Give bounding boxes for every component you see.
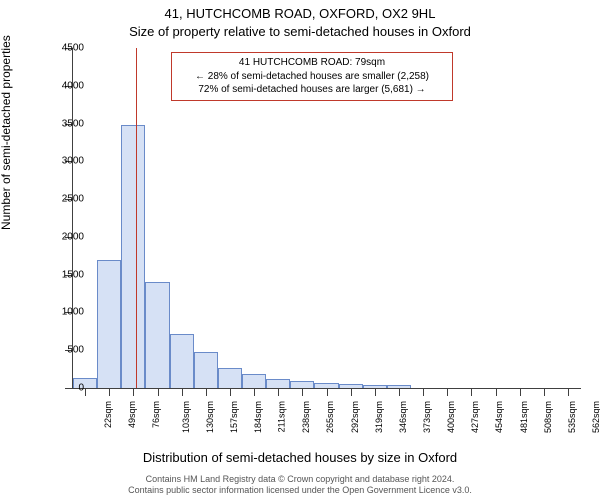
histogram-bar	[194, 352, 218, 388]
x-tick-label: 130sqm	[205, 401, 215, 433]
y-tick-label: 2000	[62, 231, 84, 242]
x-tick-label: 157sqm	[229, 401, 239, 433]
x-tick-label: 265sqm	[325, 401, 335, 433]
x-tick-label: 238sqm	[301, 401, 311, 433]
x-tick	[351, 388, 352, 396]
y-tick-label: 3500	[62, 118, 84, 129]
x-tick-label: 103sqm	[181, 401, 191, 433]
x-tick-label: 292sqm	[350, 401, 360, 433]
histogram-bar	[97, 260, 121, 388]
x-tick-label: 22sqm	[103, 401, 113, 428]
y-tick	[65, 388, 73, 389]
x-tick	[302, 388, 303, 396]
x-tick-label: 400sqm	[446, 401, 456, 433]
x-tick	[447, 388, 448, 396]
histogram-bar	[363, 385, 387, 388]
x-tick	[133, 388, 134, 396]
histogram-bar	[387, 385, 411, 388]
y-tick-label: 4000	[62, 80, 84, 91]
x-tick-label: 481sqm	[519, 401, 529, 433]
chart-title-line2: Size of property relative to semi-detach…	[0, 24, 600, 39]
x-tick-label: 508sqm	[543, 401, 553, 433]
histogram-bar	[73, 378, 97, 388]
y-tick-label: 4500	[62, 43, 84, 54]
x-tick	[399, 388, 400, 396]
histogram-bar	[170, 334, 194, 388]
annotation-line: 72% of semi-detached houses are larger (…	[178, 83, 446, 97]
histogram-bar	[339, 384, 363, 388]
y-axis-label: Number of semi-detached properties	[0, 35, 13, 230]
y-tick-label: 500	[67, 345, 84, 356]
x-tick	[423, 388, 424, 396]
histogram-bar	[145, 282, 169, 388]
x-tick-label: 184sqm	[253, 401, 263, 433]
x-tick-label: 454sqm	[494, 401, 504, 433]
marker-line	[136, 48, 137, 388]
y-tick-label: 3000	[62, 156, 84, 167]
x-tick	[182, 388, 183, 396]
x-tick	[230, 388, 231, 396]
credit-text: Contains HM Land Registry data © Crown c…	[0, 474, 600, 497]
x-axis-label: Distribution of semi-detached houses by …	[0, 450, 600, 465]
x-tick	[206, 388, 207, 396]
x-tick-label: 373sqm	[422, 401, 432, 433]
x-tick	[158, 388, 159, 396]
x-tick	[520, 388, 521, 396]
y-tick-label: 0	[78, 383, 84, 394]
x-tick-label: 535sqm	[567, 401, 577, 433]
histogram-bar	[218, 368, 242, 388]
x-tick	[471, 388, 472, 396]
x-tick-label: 562sqm	[591, 401, 600, 433]
x-tick	[109, 388, 110, 396]
chart-title-line1: 41, HUTCHCOMB ROAD, OXFORD, OX2 9HL	[0, 6, 600, 21]
x-tick	[327, 388, 328, 396]
x-tick	[85, 388, 86, 396]
chart-container: { "chart": { "type": "histogram", "title…	[0, 0, 600, 500]
x-tick-label: 76sqm	[151, 401, 161, 428]
annotation-line: ← 28% of semi-detached houses are smalle…	[178, 70, 446, 84]
x-tick	[496, 388, 497, 396]
x-tick-label: 319sqm	[374, 401, 384, 433]
credit-line2: Contains public sector information licen…	[0, 485, 600, 496]
y-tick-label: 2500	[62, 194, 84, 205]
x-tick-label: 346sqm	[398, 401, 408, 433]
x-tick	[254, 388, 255, 396]
x-tick	[544, 388, 545, 396]
y-tick-label: 1000	[62, 307, 84, 318]
x-tick	[278, 388, 279, 396]
x-tick	[568, 388, 569, 396]
histogram-bar	[266, 379, 290, 388]
annotation-line: 41 HUTCHCOMB ROAD: 79sqm	[178, 56, 446, 70]
x-tick-label: 49sqm	[127, 401, 137, 428]
x-tick-label: 211sqm	[276, 401, 286, 432]
annotation-box: 41 HUTCHCOMB ROAD: 79sqm← 28% of semi-de…	[171, 52, 453, 101]
histogram-bar	[290, 381, 314, 388]
x-tick-label: 427sqm	[470, 401, 480, 433]
histogram-bar	[314, 383, 338, 388]
histogram-bar	[121, 125, 145, 388]
x-tick	[375, 388, 376, 396]
credit-line1: Contains HM Land Registry data © Crown c…	[0, 474, 600, 485]
y-tick-label: 1500	[62, 269, 84, 280]
histogram-bar	[242, 374, 266, 388]
